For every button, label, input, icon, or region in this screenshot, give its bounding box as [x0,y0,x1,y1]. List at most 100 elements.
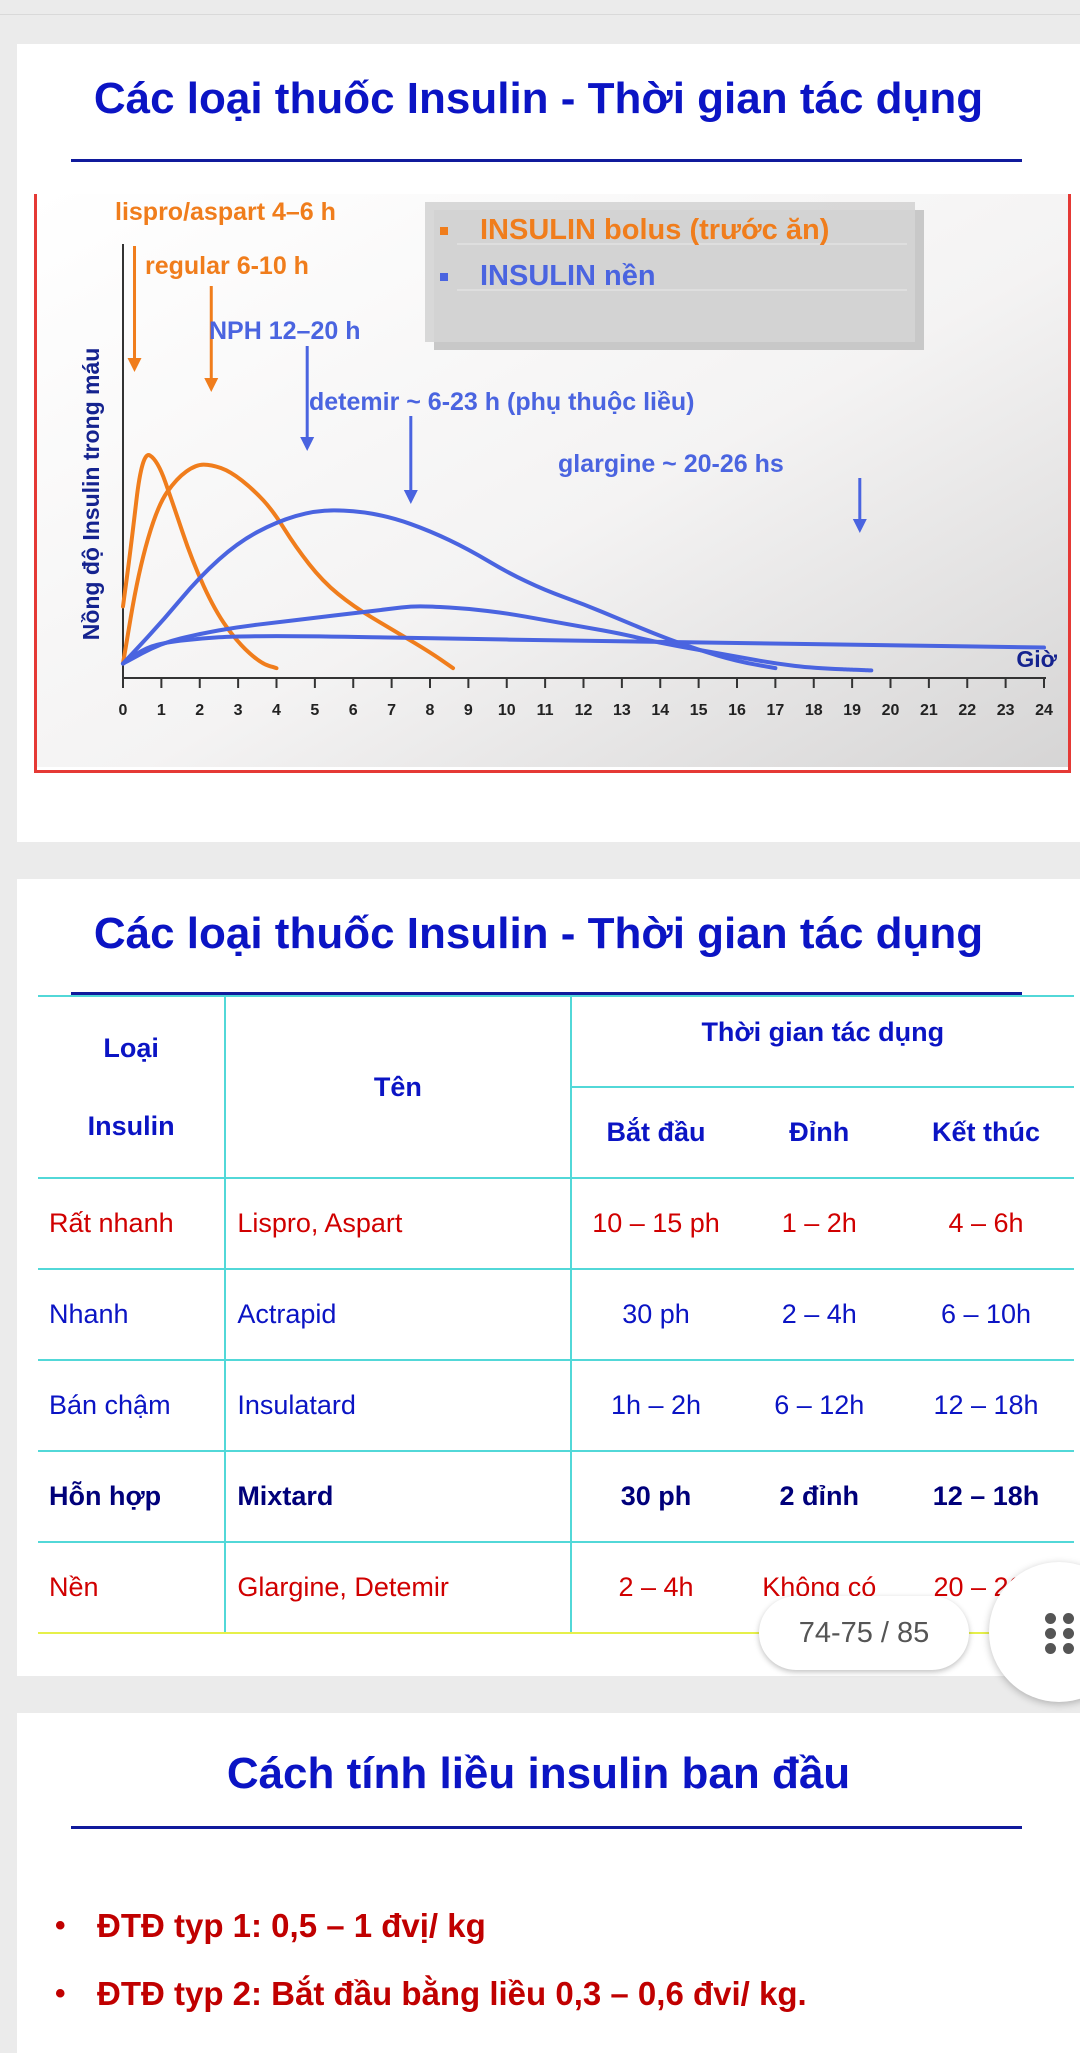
cell-ket-thuc: 6 – 10h [898,1268,1074,1360]
cell-ket-thuc: 12 – 18h [898,1359,1074,1451]
legend-box-shadow [425,202,915,342]
legend-entry: INSULIN nền [480,260,656,292]
header-loai-line2: Insulin [87,1111,175,1141]
cell-bat-dau: 30 ph [570,1450,741,1542]
title-underline [71,1826,1022,1829]
bullet-dot: • [55,1909,66,1942]
table-subheader-row: Bắt đầu Đỉnh Kết thúc [38,1086,1074,1178]
bullet-text: ĐTĐ typ 2: Bắt đầu bằng liều 0,3 – 0,6 đ… [97,1975,807,2012]
insulin-table: Loại Insulin Tên Thời gian tác dụng Bắt … [38,995,1074,1634]
x-tick-label: 21 [920,702,938,719]
x-tick-label: 19 [843,702,861,719]
cell-ten: Lispro, Aspart [224,1177,572,1269]
x-tick-label: 10 [498,702,516,719]
annotation-arrowhead [204,378,219,392]
x-tick-label: 1 [157,702,166,719]
cell-bat-dau: 1h – 2h [570,1359,741,1451]
table-header-row: Loại Insulin Tên Thời gian tác dụng [38,995,1074,1178]
slide-insulin-dose: Cách tính liều insulin ban đầu • ĐTĐ typ… [17,1713,1080,2053]
cell-loai: Rất nhanh [38,1177,226,1269]
legend-marker [440,273,448,281]
x-tick-label: 13 [613,702,631,719]
slide-title: Các loại thuốc Insulin - Thời gian tác d… [93,909,984,958]
x-tick-label: 6 [349,702,358,719]
slide-title: Các loại thuốc Insulin - Thời gian tác d… [93,74,984,123]
annotation-label: regular 6-10 h [145,252,309,280]
bullet-text: ĐTĐ typ 1: 0,5 – 1 đvị/ kg [97,1907,486,1944]
cell-ten: Insulatard [224,1359,572,1451]
cell-dinh: 1 – 2h [740,1177,899,1269]
header-thoi-gian: Thời gian tác dụng [570,995,1074,1087]
cell-ket-thuc: 12 – 18h [898,1450,1074,1542]
cell-bat-dau: 2 – 4h [570,1541,741,1634]
cell-dinh: 2 – 4h [740,1268,899,1360]
x-tick-label: 5 [310,702,319,719]
x-tick-label: 2 [195,702,204,719]
slide-insulin-chart: Các loại thuốc Insulin - Thời gian tác d… [17,44,1080,842]
series-line-detemir [121,604,874,673]
x-tick-label: 0 [119,702,128,719]
slide-title: Cách tính liều insulin ban đầu [226,1749,851,1798]
series-line-lispro-aspart [121,453,279,671]
x-tick-label: 18 [805,702,823,719]
x-tick-label: 17 [766,702,784,719]
header-ten: Tên [224,995,572,1178]
x-tick-label: 7 [387,702,396,719]
annotation-arrowhead [403,490,418,504]
x-tick-label: 11 [537,702,554,719]
legend-entry: INSULIN bolus (trước ăn) [480,214,829,246]
cell-loai: Nhanh [38,1268,226,1360]
y-axis-label: Nồng độ Insulin trong máu [78,348,104,641]
x-tick-label: 8 [426,702,435,719]
legend-marker [440,227,448,235]
header-ket-thuc: Kết thúc [898,1086,1074,1178]
page-indicator[interactable]: 74-75 / 85 [759,1596,969,1670]
x-tick-label: 9 [464,702,473,719]
annotation-label: glargine ~ 20-26 hs [558,450,784,478]
cell-ket-thuc: 4 – 6h [898,1177,1074,1269]
x-tick-label: 23 [997,702,1015,719]
x-tick-label: 20 [882,702,900,719]
slide-insulin-table: Các loại thuốc Insulin - Thời gian tác d… [17,879,1080,1676]
title-underline [71,992,1022,995]
series-line-regular [121,462,456,671]
table-row: Hỗn hợp Mixtard 30 ph 2 đỉnh 12 – 18h [38,1450,1074,1542]
annotation-arrowhead [852,519,867,533]
header-bat-dau: Bắt đầu [570,1086,741,1178]
grid-dots-icon [1045,1613,1077,1654]
table-row: Bán chậm Insulatard 1h – 2h 6 – 12h 12 –… [38,1359,1074,1451]
x-tick-label: 14 [651,702,669,719]
cell-bat-dau: 10 – 15 ph [570,1177,741,1269]
x-tick-label: 24 [1035,702,1053,719]
legend: INSULIN bolus (trước ăn) INSULIN nền [425,202,924,350]
header-dinh: Đỉnh [740,1086,899,1178]
table-row: Nhanh Actrapid 30 ph 2 – 4h 6 – 10h [38,1268,1074,1360]
annotation-arrowhead [127,358,142,372]
x-axis-label: Giờ [1016,646,1057,672]
annotation-arrowhead [300,437,315,451]
top-divider [0,14,1080,15]
cell-loai: Hỗn hợp [38,1450,226,1542]
cell-ten: Actrapid [224,1268,572,1360]
bullet-dot: • [55,1977,66,2010]
x-tick-label: 3 [234,702,243,719]
header-loai-line1: Loại [103,1033,159,1063]
cell-ten: Glargine, Detemir [224,1541,572,1634]
x-tick-label: 15 [690,702,708,719]
cell-dinh: 2 đỉnh [740,1450,899,1542]
cell-dinh: 6 – 12h [740,1359,899,1451]
annotation-label: NPH 12–20 h [209,317,360,345]
cell-ten: Mixtard [224,1450,572,1542]
series-line-glargine [121,634,1046,666]
x-tick-label: 16 [728,702,746,719]
title-underline [71,159,1022,162]
header-loai-insulin: Loại Insulin [38,995,226,1178]
cell-loai: Nền [38,1541,226,1634]
cell-loai: Bán chậm [38,1359,226,1451]
x-tick-label: 22 [958,702,976,719]
cell-bat-dau: 30 ph [570,1268,741,1360]
annotation-label: lispro/aspart 4–6 h [115,198,336,226]
x-tick-label: 4 [272,702,281,719]
